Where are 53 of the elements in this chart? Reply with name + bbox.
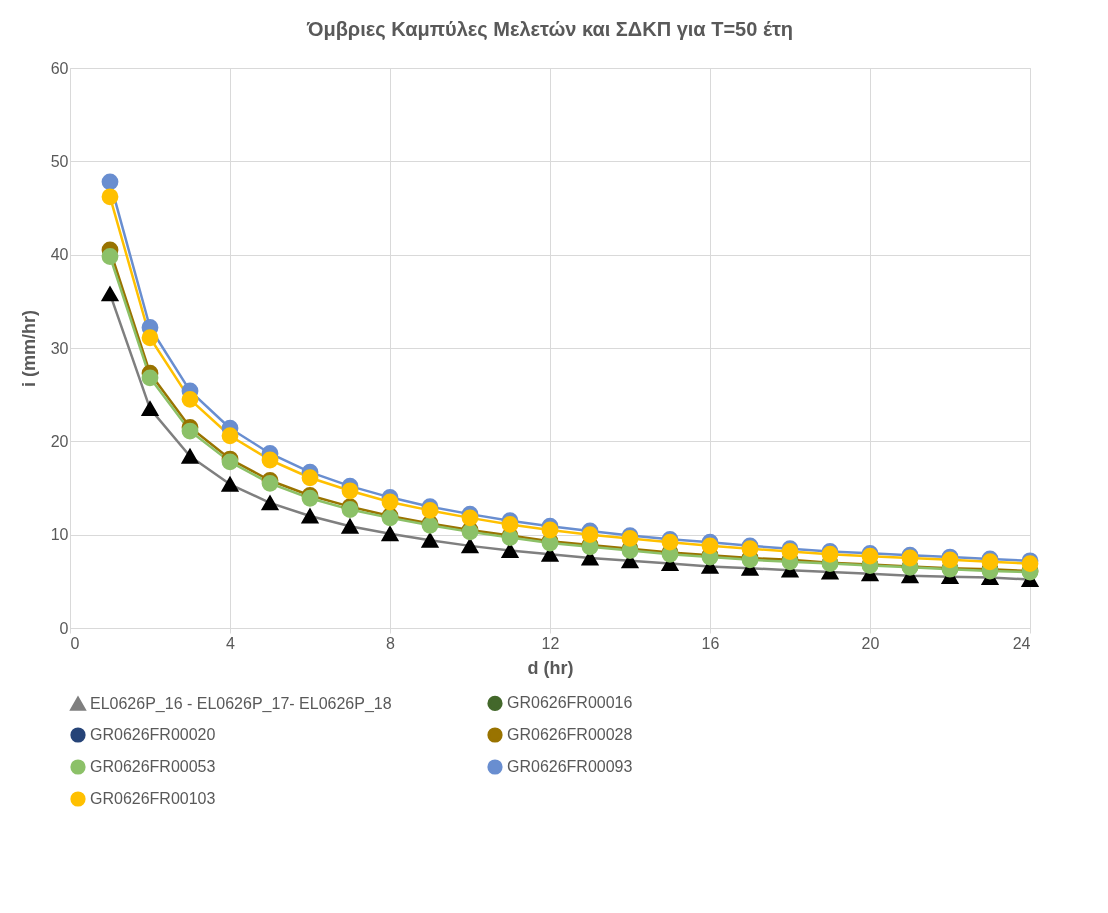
point [221,427,239,445]
legend-label: GR0626FR00016 [507,694,633,712]
x-tick-label: 8 [386,634,396,652]
point [261,451,279,469]
legend-label: GR0626FR00020 [90,726,216,743]
point [141,329,159,347]
legend-label: GR0626FR00028 [507,726,633,743]
point [181,422,199,440]
y-tick-label: 0 [59,619,69,637]
legend-label: GR0626FR00093 [507,758,633,775]
point [381,526,399,542]
point [541,521,559,539]
x-tick-label: 16 [701,634,720,652]
y-tick-label: 30 [50,339,69,357]
y-axis-title: i (mm/hr) [18,309,39,388]
point [101,188,119,206]
y-tick-label: 50 [50,152,69,170]
y-tick-label: 10 [50,526,69,544]
point [101,248,119,265]
y-tick-label: 60 [50,59,69,77]
point [421,532,439,548]
point [501,516,519,533]
legend-label: EL0626P_16 - EL0626P_17- EL0626P_18 [90,694,392,713]
point [141,369,159,387]
legend-label: GR0626FR00053 [90,758,216,775]
point [341,518,359,534]
point [181,390,199,408]
point [421,502,439,519]
point [141,401,159,417]
point [261,495,279,511]
point [461,538,479,554]
x-tick-label: 0 [70,634,80,652]
y-tick-label: 20 [50,432,69,450]
point [221,476,239,492]
point [301,469,319,487]
point [101,173,119,191]
x-tick-label: 24 [1012,634,1031,652]
point [101,286,119,302]
y-tick-label: 40 [50,246,69,264]
x-tick-label: 4 [226,634,236,652]
point [181,448,199,464]
point [341,482,359,500]
chart-title: Όμβριες Καμπύλες Μελετών και ΣΔΚΠ για Τ=50 έτη [305,18,794,40]
x-tick-label: 20 [861,634,880,652]
point [461,509,479,527]
point [381,493,399,511]
point [501,543,519,558]
x-axis-title: d (hr) [527,657,574,678]
legend-label: GR0626FR00103 [90,790,216,807]
x-tick-label: 12 [541,634,560,652]
point [301,508,319,524]
point [581,526,599,544]
point [701,537,719,555]
